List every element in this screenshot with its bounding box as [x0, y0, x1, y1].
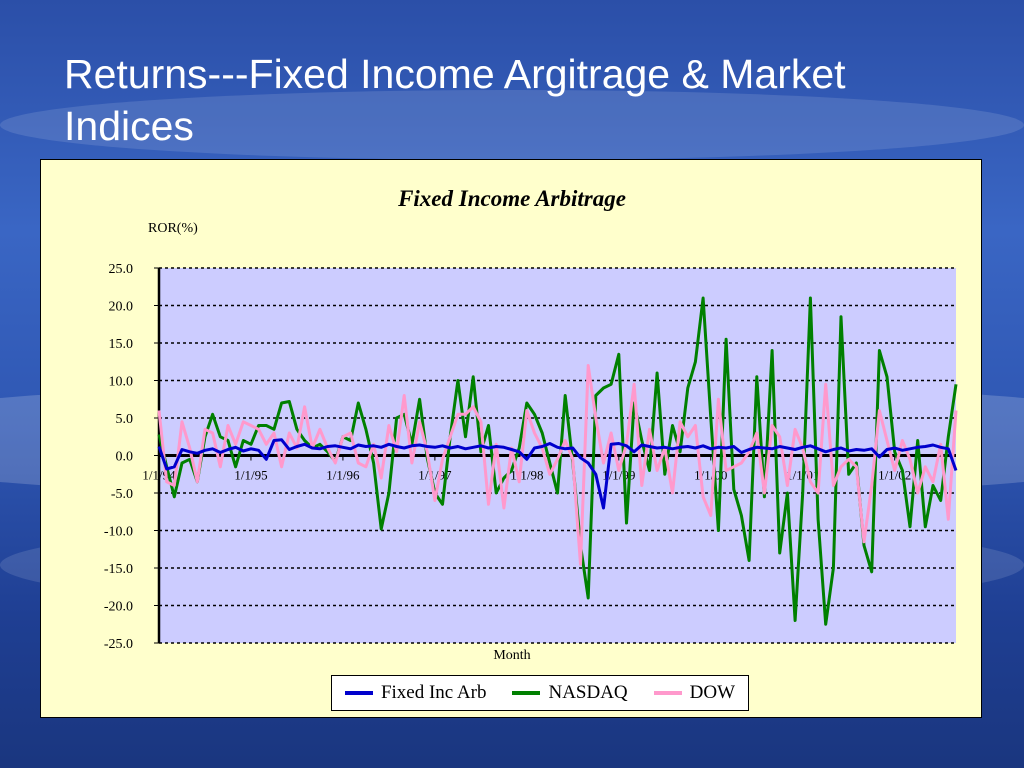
- legend-item-fixed-inc-arb: Fixed Inc Arb: [344, 682, 487, 704]
- y-tick-label: -5.0: [111, 487, 133, 502]
- y-tick-label: -15.0: [104, 562, 133, 577]
- y-tick-label: -10.0: [104, 525, 133, 540]
- series-line-dow: [157, 364, 958, 566]
- legend-label-nasdaq: NASDAQ: [548, 682, 628, 703]
- slide-title: Returns---Fixed Income Argitrage & Marke…: [64, 51, 846, 149]
- y-tick-label: -25.0: [104, 637, 133, 652]
- y-tick-label: -20.0: [104, 600, 133, 615]
- chart-svg: 25.0 20.0 15.0 10.0 5.0 0.0 -5.0 -10.0 -15.0 -20.…: [104, 262, 958, 652]
- y-tick-label: 20.0: [109, 300, 134, 315]
- legend-label-dow: DOW: [689, 682, 736, 703]
- y-tick-label: 10.0: [109, 375, 134, 390]
- chart-legend: Fixed Inc Arb NASDAQ DOW: [331, 675, 749, 711]
- y-tick-label: 0.0: [116, 450, 134, 465]
- legend-item-dow: DOW: [653, 682, 736, 704]
- y-axis-label: ROR(%): [148, 221, 198, 236]
- x-tick-label: 1/1/96: [326, 468, 360, 483]
- legend-swatch-nasdaq: [512, 691, 541, 695]
- legend-label-fixed-inc-arb: Fixed Inc Arb: [380, 682, 487, 703]
- x-tick-label: 1/1/95: [234, 468, 267, 483]
- series-line-nasdaq: [157, 296, 958, 626]
- background-wave: [0, 90, 1024, 160]
- legend-item-nasdaq: NASDAQ: [512, 682, 628, 704]
- legend-swatch-fixed-inc-arb: [344, 691, 373, 695]
- x-tick-label: 1/1/97: [418, 468, 452, 483]
- x-tick-label: 1/1/99: [602, 468, 635, 483]
- legend-swatch-dow: [653, 691, 682, 695]
- series-line-fixed-inc-arb: [157, 438, 958, 510]
- x-axis-label: Month: [493, 648, 531, 663]
- chart-panel: 25.0 20.0 15.0 10.0 5.0 0.0 -5.0 -10.0 -15.0 -20.…: [40, 159, 982, 718]
- chart-title: Fixed Income Arbitrage: [398, 186, 626, 211]
- y-tick-label: 5.0: [116, 412, 134, 427]
- y-tick-label: 15.0: [109, 337, 134, 352]
- y-tick-label: 25.0: [109, 262, 134, 277]
